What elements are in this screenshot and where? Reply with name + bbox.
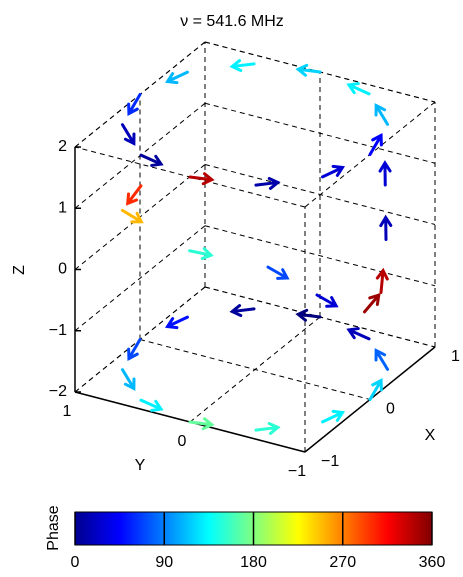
arrow xyxy=(346,327,371,341)
arrow xyxy=(368,378,383,401)
arrow xyxy=(321,409,346,424)
grid-line xyxy=(204,164,436,225)
arrow xyxy=(254,176,281,190)
arrow xyxy=(127,338,142,361)
arrow xyxy=(378,160,392,187)
colorbar-tick-label: 90 xyxy=(155,554,173,571)
arrow xyxy=(164,70,189,85)
z-tick-label: 1 xyxy=(58,199,67,216)
colorbar-label: Phase xyxy=(45,505,62,550)
x-tick-label: −1 xyxy=(321,453,339,470)
arrow xyxy=(321,164,346,179)
colorbar-tick-label: 180 xyxy=(240,554,267,571)
z-tick-label: −1 xyxy=(49,322,67,339)
arrow xyxy=(379,214,393,241)
arrow xyxy=(374,348,390,371)
arrow xyxy=(254,421,281,435)
grid-line xyxy=(189,316,321,423)
arrow xyxy=(120,368,136,391)
x-tick-label: 1 xyxy=(451,348,460,365)
chart-title: ν = 541.6 MHz xyxy=(180,13,284,30)
arrow xyxy=(374,103,390,126)
z-tick-label: −2 xyxy=(49,383,67,400)
z-axis-label: Z xyxy=(11,265,28,275)
arrow xyxy=(295,63,322,77)
arrow xyxy=(164,315,189,330)
arrow xyxy=(346,82,371,96)
arrow xyxy=(188,417,215,431)
colorbar-tick-label: 360 xyxy=(419,554,446,571)
arrow xyxy=(229,59,256,73)
y-tick-label: 1 xyxy=(63,403,72,420)
y-axis-label: Y xyxy=(135,457,146,474)
grid-line xyxy=(74,225,206,332)
z-tick-label: 0 xyxy=(58,261,67,278)
arrow xyxy=(363,292,381,314)
arrow xyxy=(188,172,215,186)
z-tick-label: 2 xyxy=(58,138,67,155)
x-tick-label: 0 xyxy=(386,401,395,418)
arrow xyxy=(120,208,144,224)
arrow xyxy=(295,308,322,322)
arrow xyxy=(368,133,383,156)
colorbar-tick-label: 270 xyxy=(329,554,356,571)
arrow xyxy=(229,304,256,318)
arrow xyxy=(375,267,389,294)
arrow xyxy=(315,293,339,308)
arrow xyxy=(120,123,136,146)
arrow xyxy=(139,398,164,412)
grid-line xyxy=(204,225,436,287)
arrow xyxy=(139,153,164,167)
arrow xyxy=(127,93,142,116)
arrow xyxy=(126,184,143,206)
arrow xyxy=(188,247,214,261)
y-tick-label: 0 xyxy=(178,433,187,450)
y-tick-label: −1 xyxy=(288,463,306,480)
x-axis-label: X xyxy=(425,427,436,444)
arrow xyxy=(266,265,290,280)
colorbar-tick-label: 0 xyxy=(71,554,80,571)
